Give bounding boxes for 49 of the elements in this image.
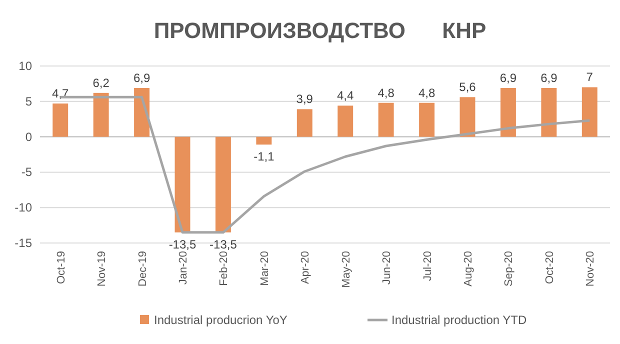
bar — [256, 136, 272, 145]
bar — [378, 102, 394, 137]
data-label: 6,9 — [540, 70, 558, 85]
bar — [296, 109, 312, 137]
data-label: 6,2 — [92, 76, 110, 90]
x-tick-label: Mar-20 — [258, 251, 271, 286]
chart-title: ПРОМПРОИЗВОДСТВО КНР — [154, 18, 486, 43]
bar — [419, 102, 435, 137]
bar — [460, 97, 476, 137]
data-label: 6,9 — [500, 70, 517, 85]
bar — [174, 136, 190, 232]
bar — [215, 136, 231, 232]
data-label: -1,1 — [254, 150, 275, 164]
bar — [541, 88, 557, 137]
x-tick-label: Aug-20 — [462, 251, 474, 286]
x-tick-label: Jun-20 — [381, 251, 394, 285]
y-tick-label: -10 — [14, 200, 32, 215]
x-tick-label: Feb-20 — [218, 251, 230, 286]
y-tick-label: 10 — [18, 59, 32, 73]
bar — [93, 92, 109, 137]
data-label: 4,4 — [337, 88, 354, 103]
y-tick-label: -15 — [14, 236, 32, 250]
data-label: 4,8 — [378, 86, 395, 100]
data-label: 3,9 — [296, 92, 314, 106]
x-tick-label: May-20 — [340, 251, 352, 288]
legend-label: Industrial production YTD — [392, 313, 528, 327]
x-tick-label: Apr-20 — [300, 251, 312, 284]
x-tick-label: Oct-19 — [55, 251, 68, 284]
y-tick-label: -5 — [21, 165, 32, 180]
x-tick-label: Jul-20 — [422, 251, 434, 281]
data-label: -13,5 — [210, 237, 238, 252]
x-tick-label: Nov-19 — [96, 251, 108, 286]
x-tick-label: Jan-20 — [178, 251, 190, 285]
data-label: 4,8 — [418, 86, 436, 100]
legend-label: Industrial producrion YoY — [154, 313, 288, 327]
bar — [582, 87, 598, 137]
bar — [500, 88, 516, 137]
data-label: -13,5 — [168, 237, 196, 252]
bar — [338, 106, 354, 137]
data-label: 6,9 — [133, 70, 150, 85]
bar — [52, 104, 68, 137]
y-tick-label: 5 — [25, 94, 32, 108]
x-tick-label: Sep-20 — [503, 251, 516, 286]
y-tick-label: 0 — [25, 130, 32, 144]
x-tick-label: Oct-20 — [544, 251, 556, 284]
data-label: 5,6 — [459, 80, 476, 94]
x-tick-label: Dec-19 — [136, 251, 149, 286]
data-label: 7 — [586, 70, 594, 84]
x-tick-label: Nov-20 — [584, 251, 597, 286]
